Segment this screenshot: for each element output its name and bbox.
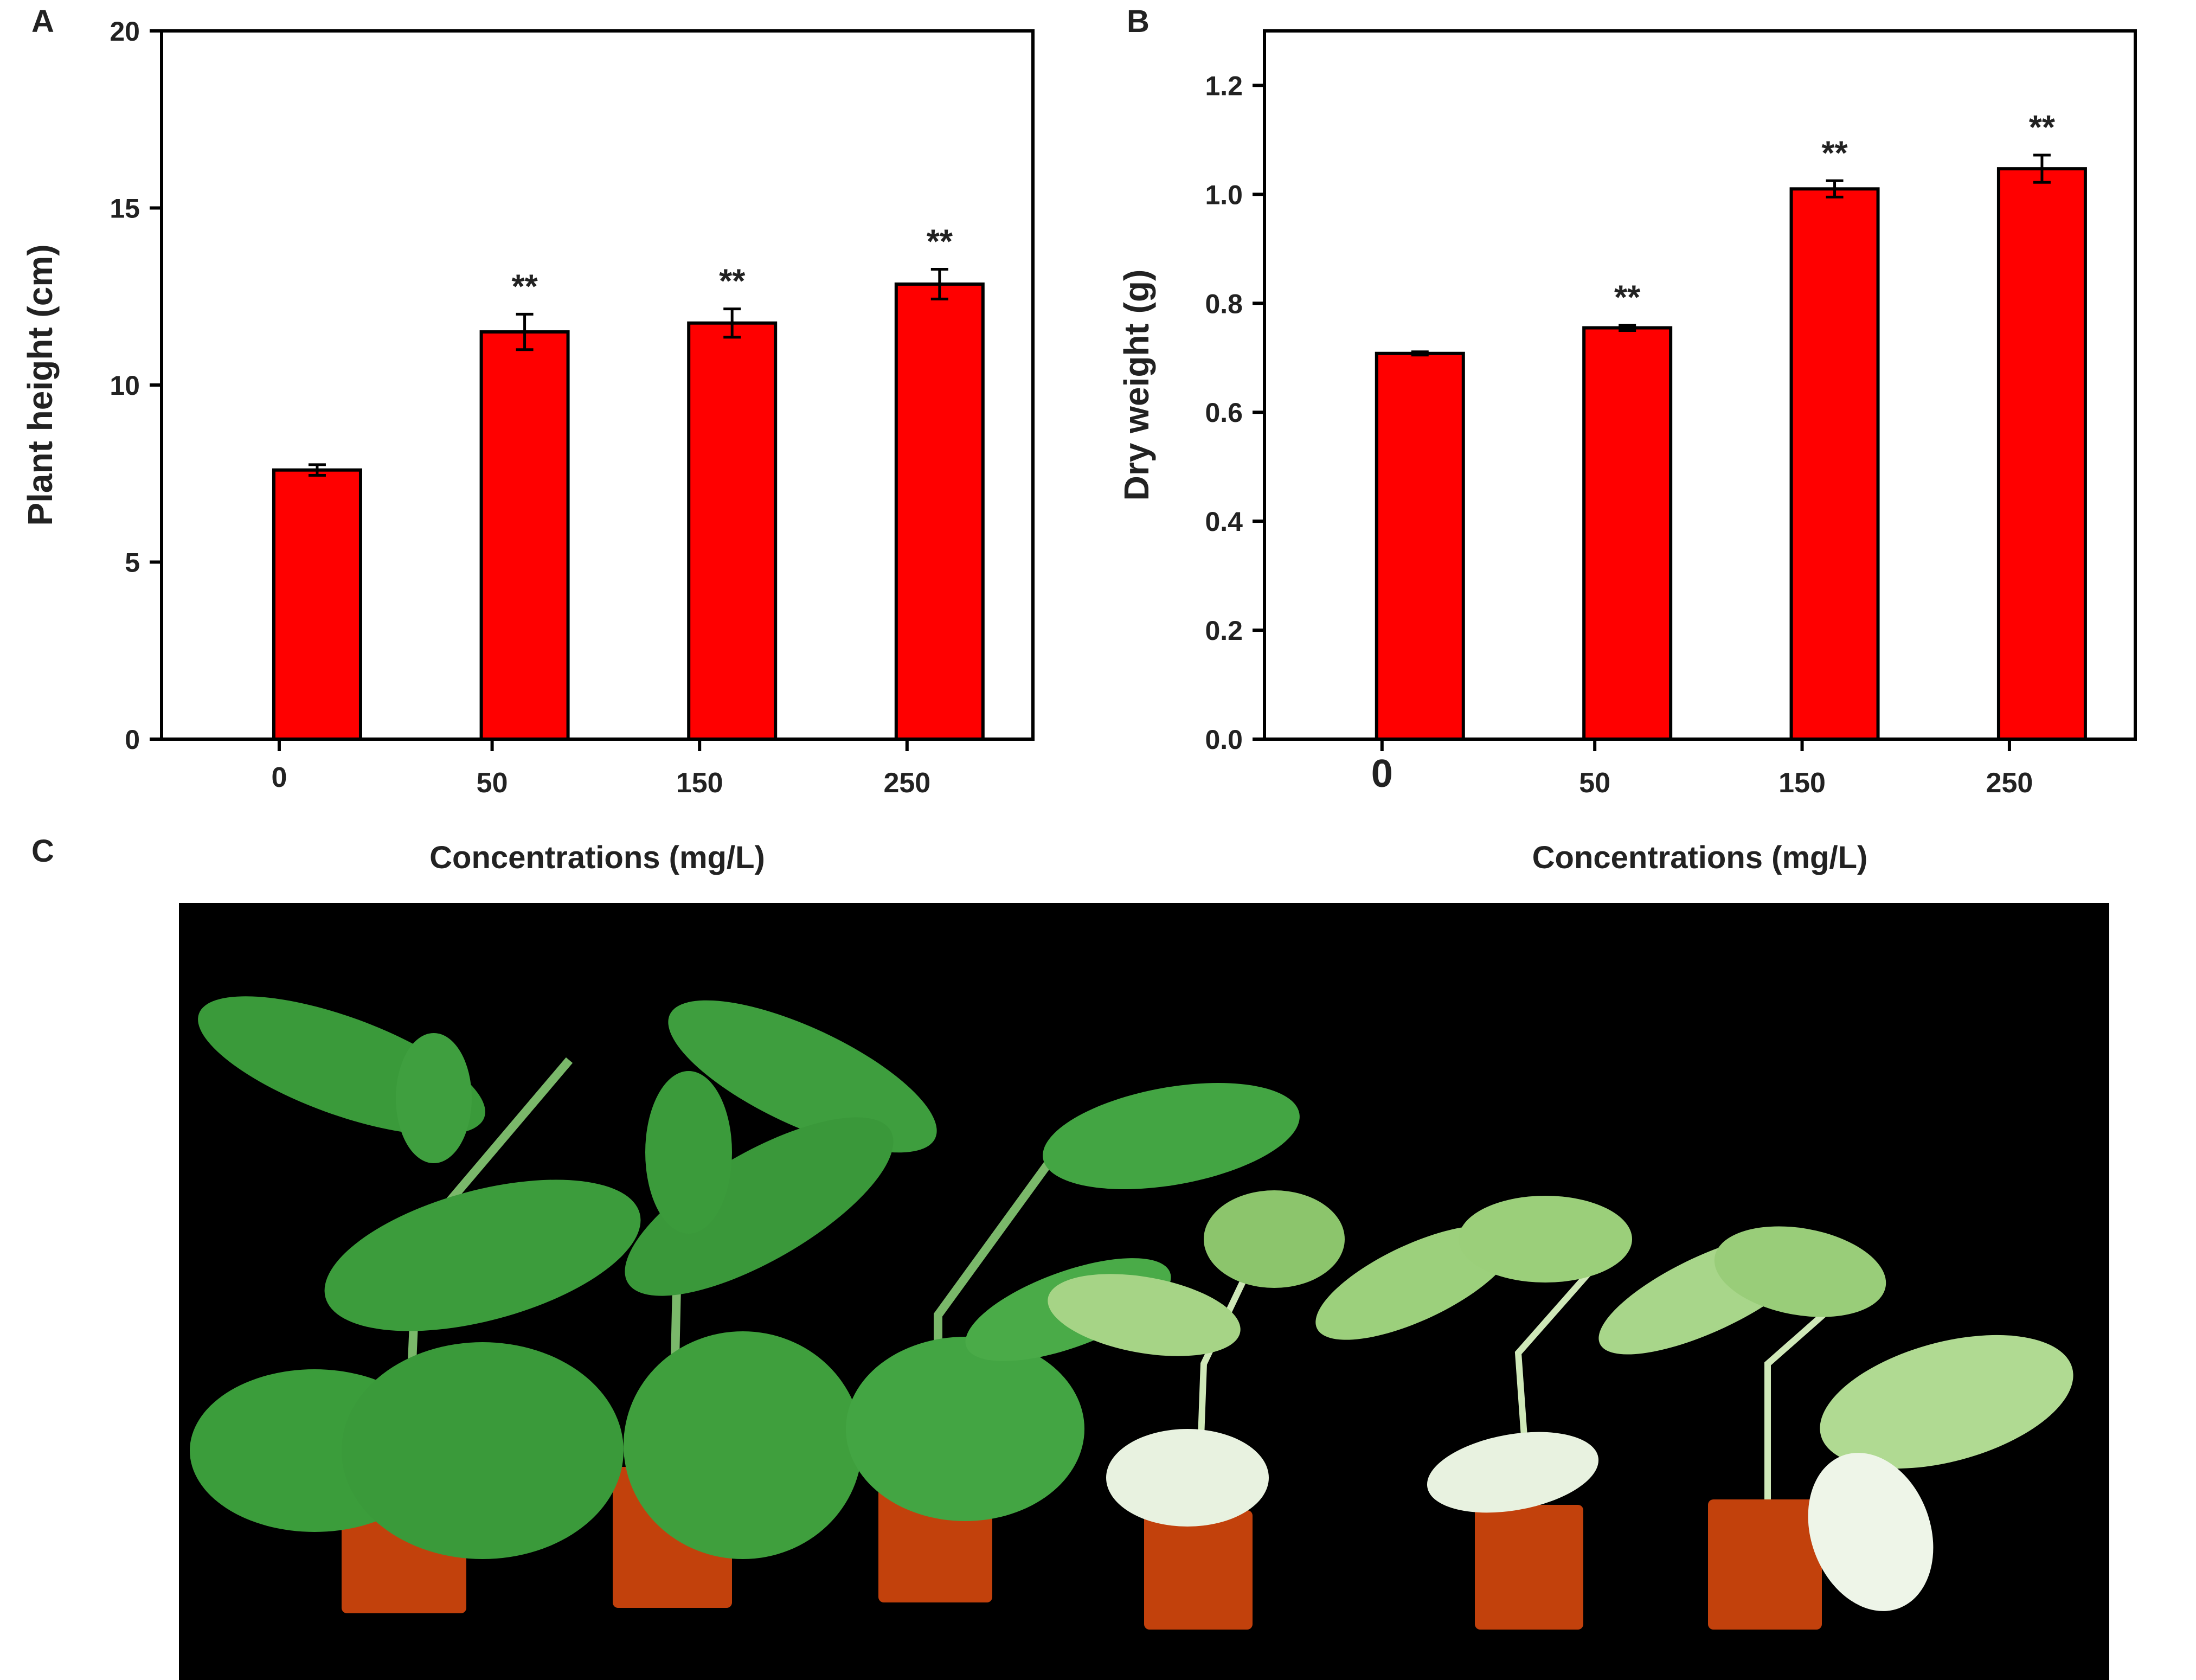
x-tick-label: 50 [477, 767, 508, 799]
panel-label-b: B [1127, 4, 1150, 39]
bar [687, 321, 778, 741]
y-tick-label: 0.8 [1205, 288, 1243, 319]
x-tick-label: 150 [676, 767, 723, 799]
y-axis-label: Dry weight (g) [1117, 270, 1156, 501]
significance-label: ** [1614, 279, 1641, 316]
bar [894, 282, 985, 741]
y-tick-label: 15 [110, 194, 140, 224]
panel-label-a: A [31, 4, 54, 39]
x-axis-label: Concentrations (mg/L) [429, 840, 765, 875]
chart-plant-height: 0 5 10 15 20 0 ** 50 ** 150 ** 250 Concentrations (m… [21, 16, 1035, 875]
bar [272, 468, 362, 741]
bar [1582, 326, 1673, 741]
y-tick-label: 10 [110, 370, 140, 401]
bar [1375, 351, 1465, 741]
significance-label: ** [511, 268, 538, 305]
bar [1996, 167, 2087, 741]
panel-label-c: C [31, 833, 54, 869]
x-axis-label: Concentrations (mg/L) [1532, 840, 1868, 875]
bar [1789, 187, 1880, 741]
bar [479, 330, 570, 741]
plant-photograph [179, 903, 2109, 1680]
y-tick-label: 1.2 [1205, 70, 1243, 101]
x-tick-label: 150 [1778, 767, 1826, 799]
x-tick-label: 250 [883, 767, 930, 799]
y-tick-label: 1.0 [1205, 179, 1243, 210]
x-tick-label: 50 [1579, 767, 1610, 799]
significance-label: ** [1821, 134, 1848, 172]
y-tick-label: 20 [110, 16, 140, 47]
y-tick-label: 0.2 [1205, 615, 1243, 646]
y-axis-label: Plant height (cm) [21, 244, 60, 525]
y-tick-label: 0.6 [1205, 397, 1243, 428]
treated-plants-group [190, 996, 1300, 1613]
x-tick-label: 250 [1986, 767, 2033, 799]
plot-frame [1263, 29, 2137, 741]
significance-label: ** [927, 223, 953, 260]
significance-label: ** [719, 263, 746, 300]
chart-dry-weight: 0.0 0.2 0.4 0.6 0.8 1.0 1.2 0 ** 50 ** 150 ** 250 Conc… [1117, 29, 2137, 875]
x-tick-label: 0 [272, 762, 287, 793]
y-tick-label: 0.4 [1205, 506, 1243, 537]
y-tick-label: 0.0 [1205, 724, 1243, 755]
y-tick-label: 5 [125, 548, 140, 578]
x-tick-label: 0 [1371, 752, 1393, 796]
control-plants-group [1048, 1190, 2073, 1630]
significance-label: ** [2029, 109, 2056, 146]
y-tick-label: 0 [125, 724, 140, 755]
